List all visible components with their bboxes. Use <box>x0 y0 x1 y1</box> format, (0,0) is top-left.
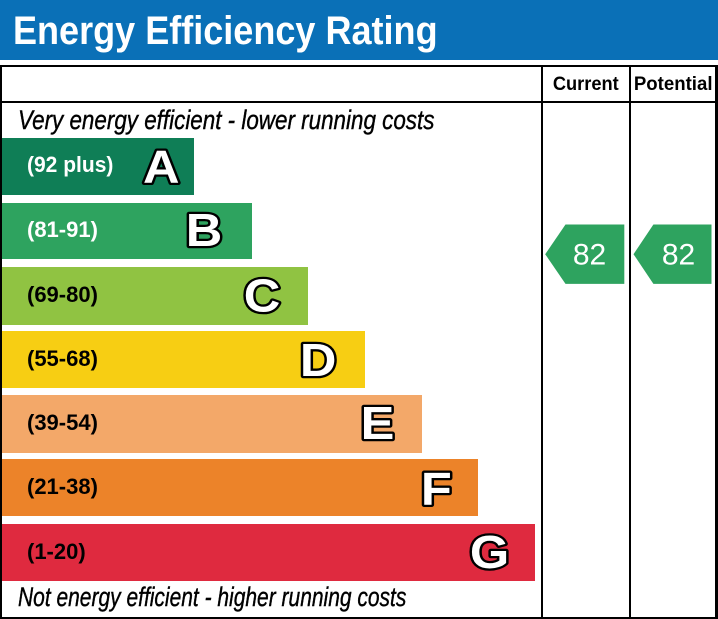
svg-text:C: C <box>244 271 281 322</box>
svg-text:B: B <box>186 205 223 256</box>
svg-text:D: D <box>300 335 337 386</box>
svg-text:A: A <box>143 142 180 193</box>
svg-text:F: F <box>421 463 452 514</box>
svg-text:82: 82 <box>573 238 606 271</box>
svg-text:82: 82 <box>662 238 695 271</box>
svg-text:G: G <box>470 527 509 578</box>
svg-text:E: E <box>361 398 395 449</box>
